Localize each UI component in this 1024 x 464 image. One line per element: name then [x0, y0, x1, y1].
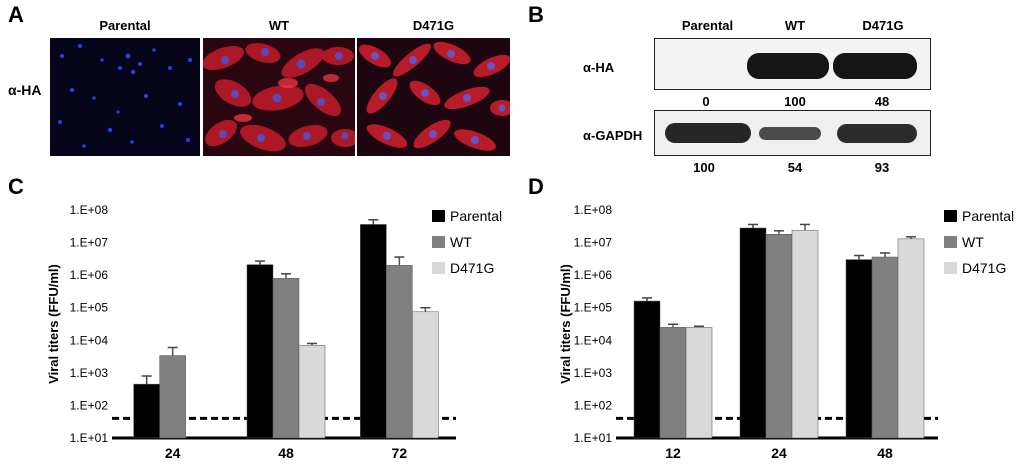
- panel-a-col-wt: WT: [268, 18, 290, 33]
- panel-b-letter: B: [528, 2, 544, 27]
- chart-d-legend-swatch: [944, 262, 957, 274]
- chart-c: Viral titers (FFU/ml) 1.E+01 1.E+02 1.E+03 1…: [46, 203, 502, 461]
- blot-gapdh-band-wt: [759, 127, 821, 140]
- chart-c-ytick-label: 1.E+03: [70, 366, 109, 380]
- chart-d-ytick-label: 1.E+07: [574, 236, 613, 250]
- chart-c-legend-label: D471G: [450, 260, 494, 276]
- chart-d-xtick-label: 24: [771, 445, 787, 461]
- chart-c-ylabel: Viral titers (FFU/ml): [46, 264, 61, 384]
- micrograph-parental-nuclei: [58, 43, 193, 148]
- panel-b-col-wt: WT: [784, 18, 806, 33]
- chart-d-ylabel: Viral titers (FFU/ml): [558, 264, 573, 384]
- panel-c-letter: C: [8, 174, 24, 199]
- chart-c-xtick-label: 72: [392, 445, 408, 461]
- panel-a-row-label: α-HA: [8, 82, 42, 98]
- chart-c-legend-label: Parental: [450, 208, 502, 224]
- chart-d-legend-swatch: [944, 210, 957, 222]
- panel-d-letter: D: [528, 174, 544, 199]
- chart-d-ytick-label: 1.E+03: [574, 366, 613, 380]
- micrograph-wt: [203, 38, 355, 156]
- micrograph-d471g: [357, 38, 510, 156]
- chart-d-xtick-label: 12: [665, 445, 681, 461]
- panel-b-col-d471g: D471G: [862, 18, 904, 33]
- chart-d-ytick-label: 1.E+05: [574, 301, 613, 315]
- micrograph-parental: [50, 38, 200, 156]
- panel-a-col-d471g: D471G: [412, 18, 455, 33]
- blot-ha-band-wt: [747, 53, 829, 79]
- chart-c-legend-swatch: [432, 262, 445, 274]
- blot-row-label-ha: α-HA: [583, 60, 615, 75]
- chart-c-xtick-label: 24: [165, 445, 181, 461]
- chart-d-ytick-label: 1.E+04: [574, 333, 613, 347]
- chart-d-bar-wt-12: [659, 327, 687, 439]
- chart-c-ytick-label: 1.E+08: [70, 203, 109, 217]
- micrograph-d471g-cells: [358, 41, 510, 151]
- chart-c-ytick-label: 1.E+04: [70, 333, 109, 347]
- panel-b-col-parental: Parental: [681, 18, 734, 33]
- chart-d-legend-label: Parental: [962, 208, 1014, 224]
- chart-d-bar-wt-24: [765, 234, 793, 439]
- chart-d-bar-d471g-24: [791, 229, 819, 439]
- chart-c-bar-parental-72: [360, 224, 387, 439]
- blot-ha-quant-wt: 100: [784, 94, 806, 109]
- chart-c-bar-wt-24: [159, 355, 186, 439]
- blot-gapdh-quant-d471g: 93: [874, 160, 890, 175]
- chart-d-ytick-label: 1.E+02: [574, 398, 613, 412]
- chart-d-xtick-label: 48: [877, 445, 893, 461]
- blot-row-label-gapdh: α-GAPDH: [583, 128, 643, 143]
- chart-c-ytick-label: 1.E+02: [70, 398, 109, 412]
- chart-c-bar-d471g-72: [412, 311, 439, 439]
- chart-d-bar-d471g-48: [897, 238, 925, 439]
- chart-c-bar-wt-48: [272, 278, 300, 439]
- chart-d-ytick-label: 1.E+01: [574, 431, 613, 445]
- chart-d-ytick-label: 1.E+06: [574, 268, 613, 282]
- blot-gapdh-quant-wt: 54: [787, 160, 803, 175]
- micrograph-wt-cells: [203, 43, 355, 152]
- blot-ha-band-d471g: [833, 53, 917, 79]
- blot-gapdh-quant-parental: 100: [693, 160, 715, 175]
- chart-d-legend-label: D471G: [962, 260, 1006, 276]
- chart-c-legend-swatch: [432, 210, 445, 222]
- chart-c-ytick-label: 1.E+05: [70, 301, 109, 315]
- chart-c-bar-parental-24: [133, 383, 160, 439]
- chart-d-bar-parental-12: [633, 300, 661, 439]
- chart-c-xtick-label: 48: [278, 445, 294, 461]
- panel-a-letter: A: [8, 2, 24, 27]
- chart-d-bar-parental-24: [739, 227, 767, 439]
- blot-ha: [654, 38, 931, 90]
- chart-d-bar-wt-48: [871, 256, 899, 439]
- chart-c-legend-swatch: [432, 236, 445, 248]
- chart-d-legend-swatch: [944, 236, 957, 248]
- chart-d: Viral titers (FFU/ml) 1.E+01 1.E+02 1.E+03 1…: [558, 203, 1014, 461]
- chart-d-ytick-label: 1.E+08: [574, 203, 613, 217]
- panel-a-col-parental: Parental: [99, 18, 151, 33]
- chart-c-bar-parental-48: [246, 264, 274, 439]
- chart-c-bar-d471g-48: [298, 345, 326, 439]
- chart-c-legend-label: WT: [450, 234, 472, 250]
- blot-gapdh: [654, 110, 931, 156]
- chart-c-ytick-label: 1.E+01: [70, 431, 109, 445]
- blot-ha-quant-d471g: 48: [874, 94, 890, 109]
- blot-gapdh-band-parental: [665, 123, 751, 143]
- chart-d-legend-label: WT: [962, 234, 984, 250]
- chart-c-ytick-label: 1.E+07: [70, 236, 109, 250]
- blot-gapdh-band-d471g: [837, 124, 917, 143]
- blot-ha-quant-parental: 0: [702, 94, 710, 109]
- chart-d-bar-parental-48: [845, 259, 873, 439]
- chart-d-bar-d471g-12: [685, 327, 713, 439]
- chart-c-ytick-label: 1.E+06: [70, 268, 109, 282]
- chart-c-bar-wt-72: [386, 265, 413, 439]
